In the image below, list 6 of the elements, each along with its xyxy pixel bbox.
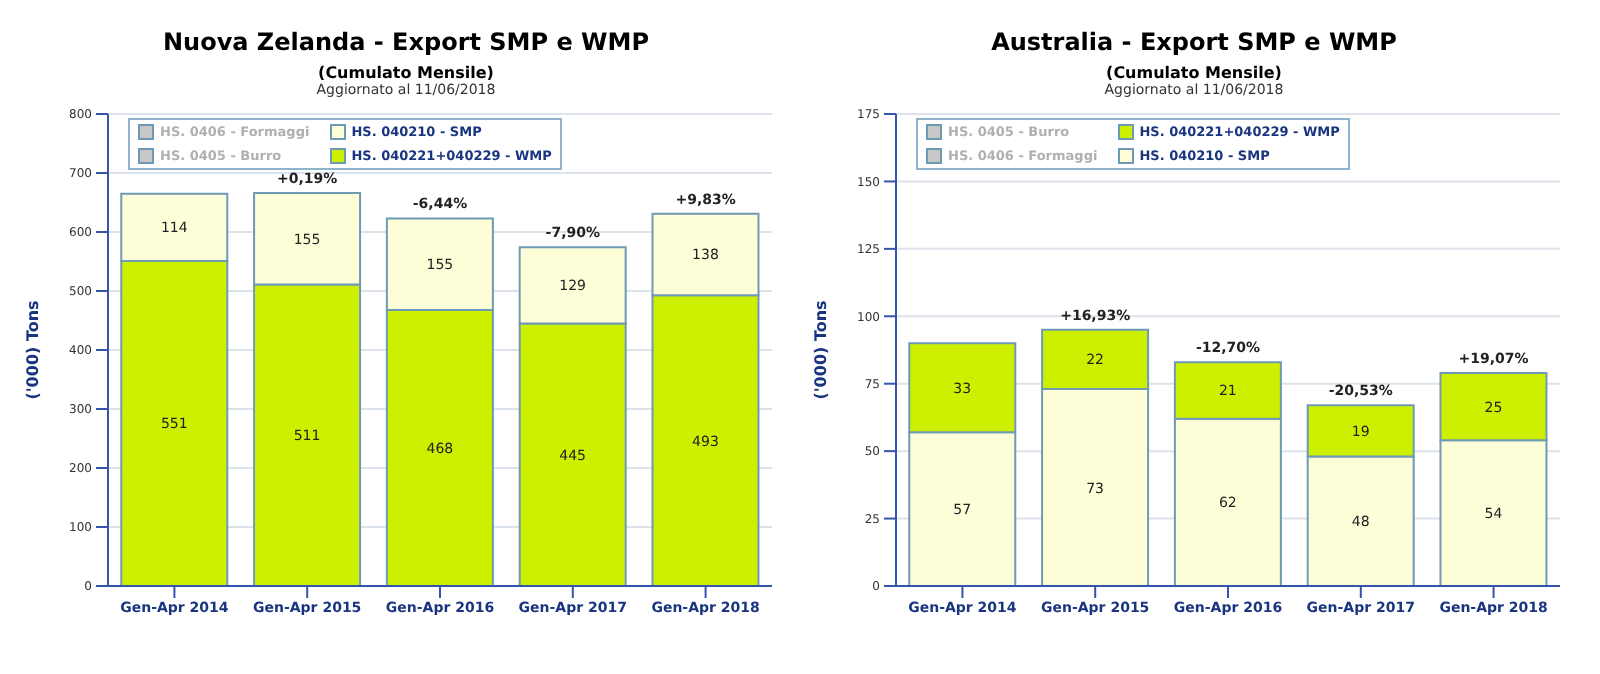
y-axis-title: ('000) Tons <box>23 299 42 400</box>
chart-subtitle: (Cumulato Mensile) <box>316 64 496 82</box>
chart-title: Australia - Export SMP e WMP <box>989 26 1399 56</box>
chart-title: Nuova Zelanda - Export SMP e WMP <box>161 26 651 56</box>
chart-subtitle: (Cumulato Mensile) <box>1104 64 1284 82</box>
y-axis-title: ('000) Tons <box>811 299 830 400</box>
